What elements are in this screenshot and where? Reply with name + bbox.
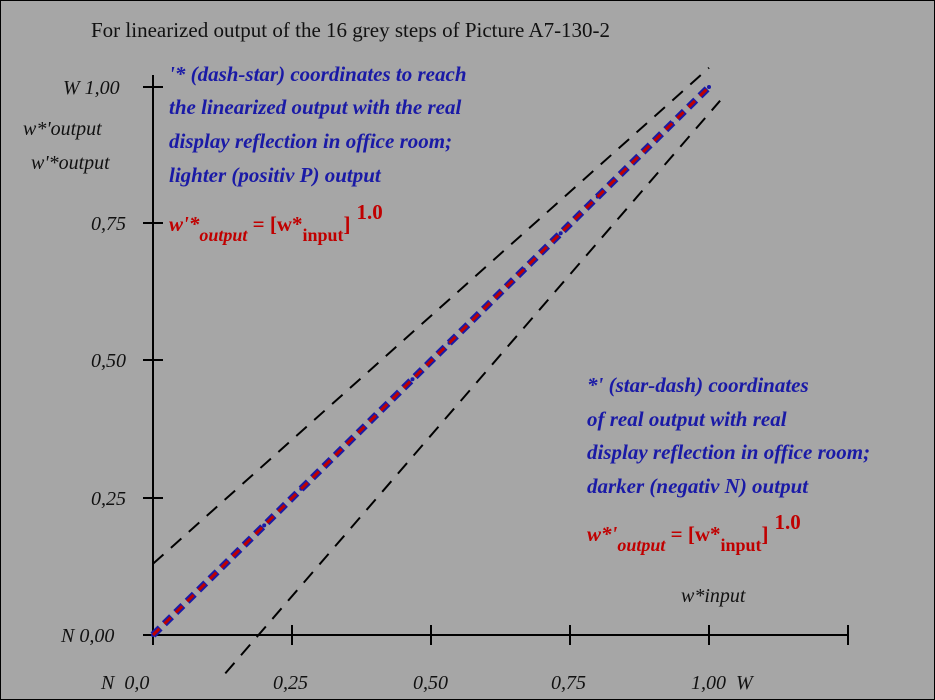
formula-lower-close: ] bbox=[762, 522, 769, 546]
annotation-lower-line-3: display reflection in office room; bbox=[587, 440, 870, 464]
annotation-upper-line-2: the linearized output with the real bbox=[169, 95, 461, 119]
formula-upper-sub: input bbox=[303, 225, 344, 245]
x-axis-input-label: w*input bbox=[681, 585, 746, 607]
x-tick-label-050: 0,50 bbox=[413, 672, 448, 694]
x-tick-label-1: 1,00 W bbox=[691, 672, 755, 694]
x-tick-label-025: 0,25 bbox=[273, 672, 308, 694]
y-tick-label-075: 0,75 bbox=[91, 213, 126, 235]
annotation-upper-line-4: lighter (positiv P) output bbox=[169, 163, 382, 187]
y-origin-label: N 0,00 bbox=[60, 625, 114, 647]
formula-lower-eq: = [w* bbox=[665, 522, 720, 546]
formula-upper-close: ] bbox=[344, 212, 351, 236]
formula-upper-lhs: w'* bbox=[169, 212, 200, 236]
x-tick-label-075: 0,75 bbox=[551, 672, 586, 694]
data-point-3 bbox=[262, 523, 267, 528]
plot-area bbox=[150, 67, 721, 675]
formula-lower-lhs-sub: output bbox=[617, 535, 666, 555]
y-axis-label-2: w'*output bbox=[31, 152, 110, 174]
formula-lower-lhs: w*' bbox=[587, 522, 618, 546]
series-line-dashed-black-lower bbox=[224, 100, 721, 675]
annotation-upper: '* (dash-star) coordinates to reach the … bbox=[169, 62, 467, 245]
annotation-upper-line-1: '* (dash-star) coordinates to reach bbox=[169, 62, 467, 86]
series-line-dashed-red bbox=[151, 85, 711, 637]
series-line-dashed-black-upper bbox=[152, 67, 710, 565]
formula-upper-eq: = [w* bbox=[247, 212, 302, 236]
formula-lower-exp: 1.0 bbox=[775, 510, 801, 534]
formula-lower-sub: input bbox=[721, 535, 762, 555]
data-point-7 bbox=[410, 377, 415, 382]
annotation-upper-formula: w'*output = [w*input] 1.0 bbox=[169, 200, 383, 245]
annotation-lower-line-4: darker (negativ N) output bbox=[587, 474, 809, 498]
formula-upper-exp: 1.0 bbox=[357, 200, 383, 224]
annotation-lower-formula: w*'output = [w*input] 1.0 bbox=[587, 510, 801, 555]
annotation-lower-line-2: of real output with real bbox=[587, 407, 787, 431]
chart-title: For linearized output of the 16 grey ste… bbox=[91, 18, 610, 42]
data-point-15 bbox=[707, 85, 711, 89]
y-tick-label-050: 0,50 bbox=[91, 350, 126, 372]
y-top-label: W 1,00 bbox=[63, 77, 120, 99]
annotation-lower-line-1: *' (star-dash) coordinates bbox=[587, 373, 809, 397]
x-tick-label-0: N 0,0 bbox=[100, 672, 149, 694]
annotation-upper-line-3: display reflection in office room; bbox=[169, 129, 452, 153]
data-point-11 bbox=[558, 231, 563, 236]
y-axis-label-1: w*'output bbox=[23, 118, 102, 140]
y-tick-label-025: 0,25 bbox=[91, 488, 126, 510]
formula-upper-lhs-sub: output bbox=[199, 225, 248, 245]
annotation-lower: *' (star-dash) coordinates of real outpu… bbox=[587, 373, 870, 555]
